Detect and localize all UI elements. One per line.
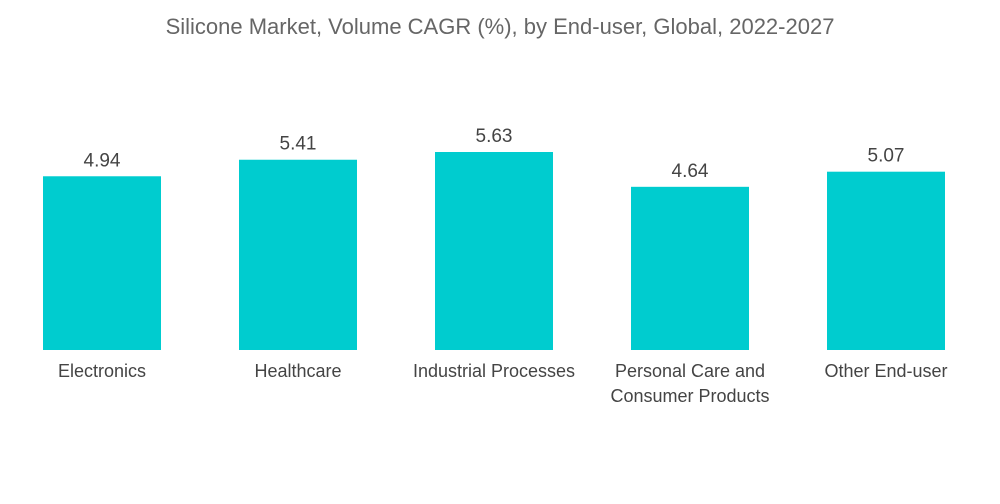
bar-2 (435, 152, 553, 350)
category-label-2: Industrial Processes (413, 361, 575, 381)
category-label-0: Electronics (58, 361, 146, 381)
category-label-3-line-1: Consumer Products (610, 386, 769, 406)
bar-1 (239, 159, 357, 350)
value-label-3: 4.64 (672, 161, 709, 182)
category-label-3-line-0: Personal Care and (615, 361, 765, 381)
value-label-1: 5.41 (280, 134, 317, 155)
bar-0 (43, 176, 161, 350)
bar-4 (827, 171, 945, 350)
chart-title: Silicone Market, Volume CAGR (%), by End… (165, 14, 835, 39)
value-label-0: 4.94 (84, 150, 121, 171)
value-label-4: 5.07 (868, 146, 905, 167)
value-label-2: 5.63 (476, 126, 513, 147)
category-label-4: Other End-user (824, 361, 947, 381)
bar-3 (631, 186, 749, 350)
category-label-1: Healthcare (254, 361, 341, 381)
